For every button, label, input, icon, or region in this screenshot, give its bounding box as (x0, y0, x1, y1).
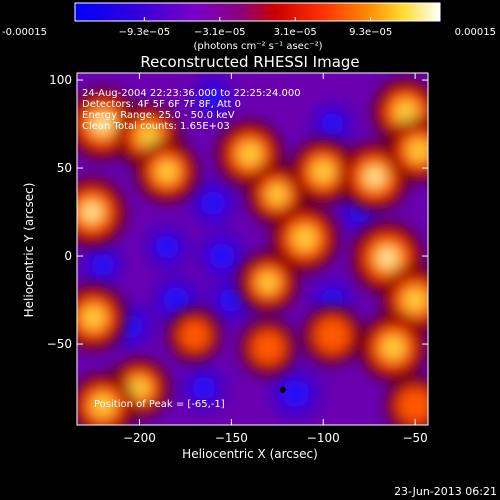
negative-source (91, 253, 115, 277)
heat-source-core (407, 139, 428, 162)
x-axis-ticks: −200 −150 −100 −50 (123, 73, 428, 445)
colorbar-tick-label: −9.3e−05 (119, 27, 171, 38)
heat-source-mid (179, 320, 210, 351)
heat-source-core (238, 142, 262, 166)
info-line-time-range: 24-Aug-2004 22:23:36.000 to 22:25:24.000 (82, 88, 301, 99)
plot-frame (76, 72, 429, 426)
negative-source (321, 288, 344, 312)
heat-source-core (129, 377, 150, 399)
y-axis-label: Heliocentric Y (arcsec) (22, 183, 36, 318)
colorbar-tick-label: 3.1e−05 (274, 27, 317, 38)
negative-source (209, 243, 236, 269)
y-tick-label: 0 (64, 249, 72, 263)
footer-timestamp: 23-Jun-2013 06:21 (394, 485, 497, 498)
x-axis-label: Heliocentric X (arcsec) (182, 447, 318, 461)
heat-source-mid (398, 388, 428, 423)
colorbar-units-label: (photons cm⁻² s⁻¹ asec⁻²) (193, 41, 322, 52)
y-tick-label: 100 (49, 73, 72, 87)
heat-source-core (293, 226, 317, 251)
heat-source-core (257, 272, 279, 293)
heat-source-core (312, 160, 335, 183)
negative-source (192, 376, 216, 400)
heat-source-core (156, 160, 178, 183)
heat-source-peak (369, 171, 380, 182)
heat-source-mid (315, 318, 350, 353)
heatmap-image (77, 73, 428, 425)
heat-source-core (403, 288, 427, 312)
colorbar-ticks: -0.00015 −9.3e−05 −3.1e−05 3.1e−05 9.3e−05 0.… (2, 17, 496, 38)
colorbar (74, 2, 441, 22)
negative-source (155, 235, 179, 259)
negative-source (163, 286, 190, 314)
x-tick-label: −200 (123, 431, 156, 445)
heat-source-core (91, 394, 114, 417)
info-line-energy: Energy Range: 25.0 - 50.0 keV (82, 110, 235, 121)
peak-marker (279, 386, 286, 393)
y-tick-label: 50 (57, 161, 72, 175)
heat-source-core (381, 335, 405, 360)
colorbar-tick-label: -0.00015 (2, 27, 47, 38)
x-tick-label: −100 (307, 431, 340, 445)
negative-source (321, 112, 344, 136)
colorbar-tick-label: 9.3e−05 (349, 27, 392, 38)
heat-source-peak (382, 252, 393, 264)
negative-source (281, 379, 310, 408)
heat-source-peak (97, 118, 109, 130)
heat-source-core (267, 184, 288, 205)
observation-info: 24-Aug-2004 22:23:36.000 to 22:25:24.000… (82, 88, 301, 132)
x-tick-label: −150 (215, 431, 248, 445)
heat-source-peak (86, 206, 97, 218)
heat-source-core (394, 100, 418, 124)
negative-source (201, 86, 225, 110)
y-tick-label: −50 (47, 337, 72, 351)
negative-source (200, 190, 226, 216)
heat-source-mid (252, 331, 285, 364)
colorbar-tick-label: −3.1e−05 (194, 27, 246, 38)
colorbar-tick-label: 0.00015 (455, 27, 496, 38)
info-line-detectors: Detectors: 4F 5F 6F 7F 8F, Att 0 (82, 99, 241, 110)
heat-source-core (137, 125, 160, 148)
info-line-counts: Clean Total counts: 1.65E+03 (82, 121, 230, 132)
chart-title: Reconstructed RHESSI Image (140, 53, 359, 71)
y-axis-ticks: −50 0 50 100 (47, 73, 428, 351)
peak-position-label: Position of Peak = [-65,-1] (94, 399, 225, 410)
x-tick-label: −50 (402, 431, 427, 445)
negative-source (219, 288, 244, 313)
heat-source-core (82, 306, 105, 330)
